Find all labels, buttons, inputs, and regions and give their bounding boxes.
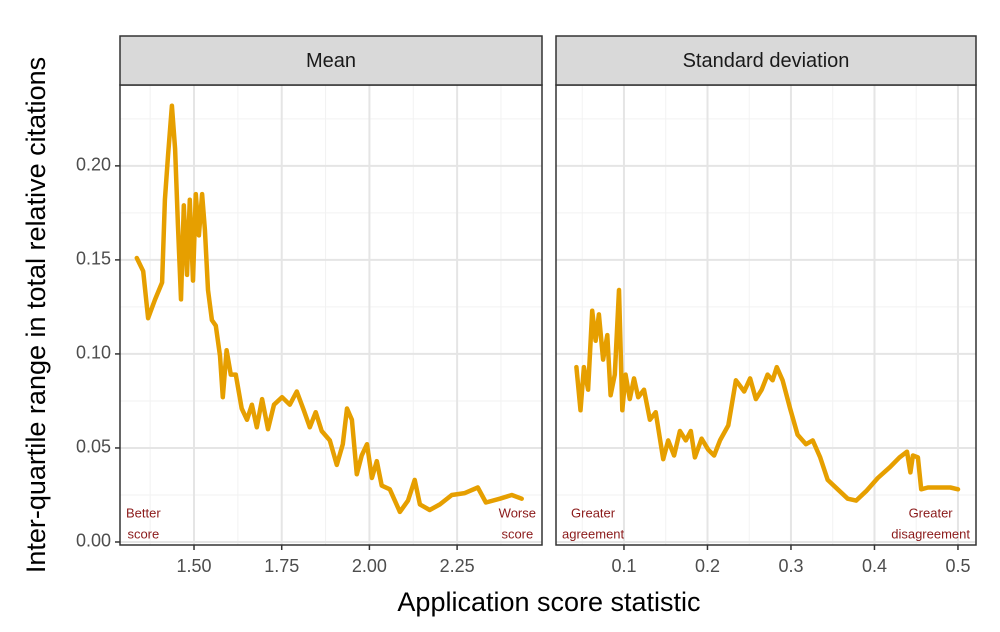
y-tick-label: 0.05 [76,437,111,457]
annotation-text: Greater [571,505,616,520]
annotation-text: score [127,526,159,541]
annotation-text: Greater [909,505,954,520]
x-axis-label: Application score statistic [397,587,700,617]
x-tick-label: 0.5 [945,556,970,576]
x-tick-label: 0.3 [778,556,803,576]
y-tick-label: 0.15 [76,249,111,269]
y-tick-label: 0.00 [76,531,111,551]
x-tick-label: 1.50 [176,556,211,576]
strip-title: Mean [306,50,356,72]
annotation-text: score [501,526,533,541]
annotation-text: disagreement [891,526,970,541]
data-line [134,103,524,515]
strip [119,35,543,86]
data-line [574,287,961,503]
annotation-text: agreement [562,526,625,541]
annotation: Worse score [499,505,536,541]
x-tick-label: 0.1 [611,556,636,576]
annotation: Greater agreement [562,505,625,541]
x-tick-label: 2.25 [440,556,475,576]
strip-title: Standard deviation [683,50,850,72]
x-tick-label: 1.75 [264,556,299,576]
x-tick-label: 2.00 [352,556,387,576]
annotation: Better score [126,505,161,541]
annotation: Greater disagreement [891,505,970,541]
y-tick-label: 0.20 [76,155,111,175]
panel-background [556,85,976,545]
x-tick-label: 0.2 [695,556,720,576]
annotation-text: Better [126,505,161,520]
strip [555,35,977,86]
y-axis-label: Inter-quartile range in total relative c… [21,57,51,573]
y-tick-label: 0.10 [76,343,111,363]
annotation-text: Worse [499,505,536,520]
x-tick-label: 0.4 [862,556,887,576]
panel-background [120,85,542,545]
